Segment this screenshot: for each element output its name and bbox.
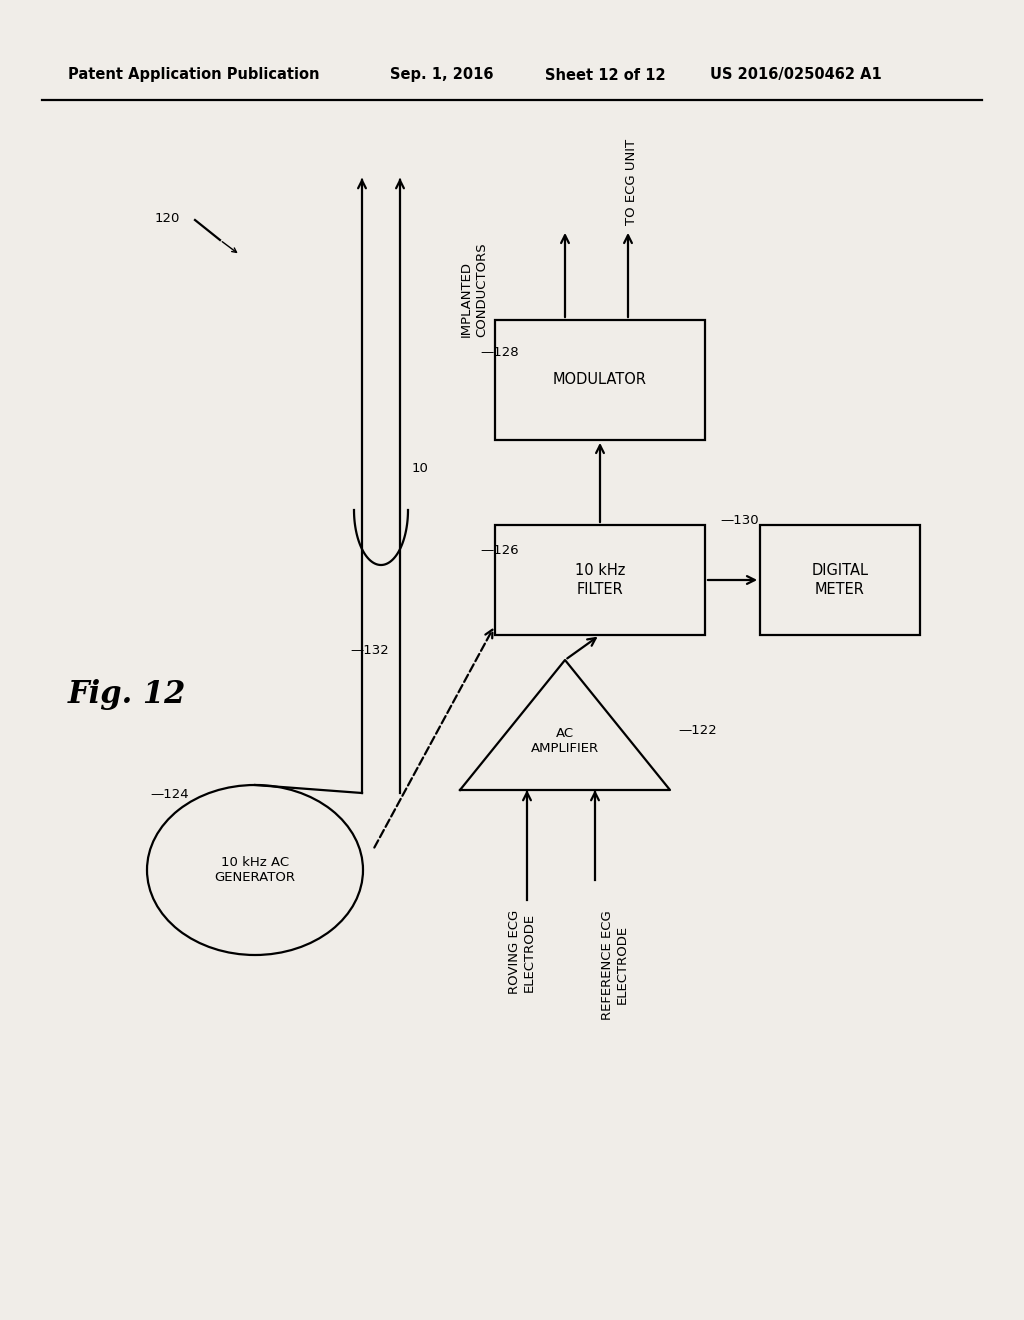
- Text: —128: —128: [480, 346, 518, 359]
- Text: 120: 120: [155, 211, 180, 224]
- Bar: [495, 525, 705, 635]
- Text: ROVING ECG
ELECTRODE: ROVING ECG ELECTRODE: [508, 909, 536, 994]
- Text: 10: 10: [412, 462, 429, 474]
- Text: IMPLANTED
CONDUCTORS: IMPLANTED CONDUCTORS: [460, 243, 488, 338]
- Text: DIGITAL
METER: DIGITAL METER: [811, 564, 868, 597]
- Text: —132: —132: [350, 644, 389, 656]
- Text: Fig. 12: Fig. 12: [68, 680, 186, 710]
- Text: REFERENCE ECG
ELECTRODE: REFERENCE ECG ELECTRODE: [601, 909, 629, 1020]
- Bar: [495, 319, 705, 440]
- Text: —124: —124: [150, 788, 188, 801]
- Text: US 2016/0250462 A1: US 2016/0250462 A1: [710, 67, 882, 82]
- Text: —126: —126: [480, 544, 518, 557]
- Text: AC
AMPLIFIER: AC AMPLIFIER: [530, 726, 599, 755]
- Text: MODULATOR: MODULATOR: [553, 372, 647, 388]
- Text: —122: —122: [678, 723, 717, 737]
- Text: Patent Application Publication: Patent Application Publication: [68, 67, 319, 82]
- Text: Sheet 12 of 12: Sheet 12 of 12: [545, 67, 666, 82]
- Text: —130: —130: [720, 513, 759, 527]
- Bar: [760, 525, 920, 635]
- Text: 10 kHz AC
GENERATOR: 10 kHz AC GENERATOR: [214, 855, 296, 884]
- Text: Sep. 1, 2016: Sep. 1, 2016: [390, 67, 494, 82]
- Text: TO ECG UNIT: TO ECG UNIT: [625, 139, 638, 224]
- Text: 10 kHz
FILTER: 10 kHz FILTER: [574, 564, 626, 597]
